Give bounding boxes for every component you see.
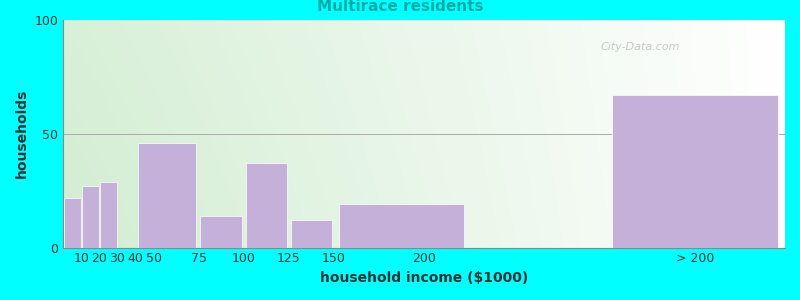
- Bar: [290, 220, 332, 247]
- Text: City-Data.com: City-Data.com: [601, 42, 681, 52]
- Bar: [339, 204, 464, 248]
- Bar: [82, 186, 98, 248]
- Bar: [246, 164, 287, 247]
- Bar: [201, 216, 242, 247]
- Bar: [612, 95, 778, 248]
- Text: Multirace residents: Multirace residents: [317, 0, 483, 14]
- Bar: [100, 182, 117, 248]
- X-axis label: household income ($1000): household income ($1000): [320, 271, 528, 285]
- Y-axis label: households: households: [15, 89, 29, 178]
- Bar: [64, 197, 81, 248]
- Bar: [138, 143, 196, 247]
